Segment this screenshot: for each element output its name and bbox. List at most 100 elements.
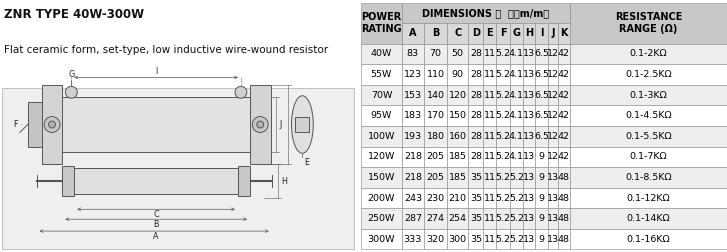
Text: H: H <box>281 176 287 185</box>
Text: 120: 120 <box>449 91 467 100</box>
Bar <box>401 208 425 229</box>
Bar <box>535 105 548 126</box>
Bar <box>558 229 570 249</box>
Bar <box>570 126 727 147</box>
Text: 9: 9 <box>539 235 545 244</box>
Text: ZNR TYPE 40W-300W: ZNR TYPE 40W-300W <box>4 8 144 21</box>
Bar <box>548 208 558 229</box>
Bar <box>425 85 447 105</box>
Text: 70: 70 <box>430 49 441 58</box>
Bar <box>523 147 535 167</box>
Text: G: G <box>513 28 521 38</box>
Text: 170: 170 <box>427 111 444 120</box>
Text: 254: 254 <box>449 214 467 223</box>
Text: 42: 42 <box>558 91 570 100</box>
Text: 35: 35 <box>470 194 482 203</box>
Bar <box>510 208 523 229</box>
Bar <box>468 85 483 105</box>
Text: J: J <box>280 120 282 129</box>
Text: 110: 110 <box>427 70 444 79</box>
Text: 5.2: 5.2 <box>496 132 510 141</box>
Bar <box>401 126 425 147</box>
Bar <box>401 64 425 85</box>
Bar <box>468 188 483 208</box>
Text: 0.1-4.5KΩ: 0.1-4.5KΩ <box>625 111 672 120</box>
Text: 0.1-7KΩ: 0.1-7KΩ <box>630 152 667 161</box>
Bar <box>558 126 570 147</box>
Bar <box>510 23 523 44</box>
Bar <box>425 23 447 44</box>
Text: 6.5: 6.5 <box>534 91 550 100</box>
Text: C: C <box>454 28 462 38</box>
Text: E: E <box>305 158 310 167</box>
Bar <box>401 85 425 105</box>
Text: 210: 210 <box>449 194 467 203</box>
Bar <box>425 188 447 208</box>
Bar <box>548 64 558 85</box>
Bar <box>570 64 727 85</box>
Text: 13: 13 <box>523 111 535 120</box>
Text: 120W: 120W <box>368 152 395 161</box>
Text: DIMENSIONS 寸  法（m/m）: DIMENSIONS 寸 法（m/m） <box>422 8 549 18</box>
Text: 13: 13 <box>523 70 535 79</box>
Bar <box>510 229 523 249</box>
Bar <box>548 23 558 44</box>
Text: 153: 153 <box>403 91 422 100</box>
Text: 13: 13 <box>547 194 559 203</box>
Bar <box>570 85 727 105</box>
Bar <box>548 126 558 147</box>
Text: D: D <box>472 28 480 38</box>
Bar <box>447 44 468 64</box>
Text: 218: 218 <box>404 152 422 161</box>
Circle shape <box>235 86 247 98</box>
Bar <box>361 126 401 147</box>
Text: 185: 185 <box>449 152 467 161</box>
Bar <box>468 147 483 167</box>
Text: 185: 185 <box>449 173 467 182</box>
Text: 300: 300 <box>449 235 467 244</box>
Bar <box>548 229 558 249</box>
Bar <box>447 188 468 208</box>
Text: 83: 83 <box>407 49 419 58</box>
Bar <box>558 105 570 126</box>
Text: 6.5: 6.5 <box>534 70 550 79</box>
Bar <box>483 188 496 208</box>
Text: 5.2: 5.2 <box>509 235 524 244</box>
Bar <box>496 64 510 85</box>
Text: 13: 13 <box>523 173 535 182</box>
Text: 9: 9 <box>539 173 545 182</box>
Text: B: B <box>432 28 439 38</box>
Text: 12: 12 <box>547 132 559 141</box>
Bar <box>425 44 447 64</box>
Bar <box>425 229 447 249</box>
Text: 4.1: 4.1 <box>509 70 524 79</box>
Text: Flat ceramic form, set-type, low inductive wire-wound resistor: Flat ceramic form, set-type, low inducti… <box>4 45 328 55</box>
Text: 5.2: 5.2 <box>496 49 510 58</box>
Text: 12: 12 <box>547 49 559 58</box>
Bar <box>548 85 558 105</box>
Text: 123: 123 <box>403 70 422 79</box>
Text: 11: 11 <box>483 111 496 120</box>
Bar <box>361 105 401 126</box>
Text: 320: 320 <box>427 235 445 244</box>
Text: 6.5: 6.5 <box>534 111 550 120</box>
Bar <box>468 44 483 64</box>
Text: 6.5: 6.5 <box>534 49 550 58</box>
Bar <box>401 167 425 188</box>
Bar <box>523 126 535 147</box>
Bar <box>447 147 468 167</box>
Bar <box>483 64 496 85</box>
Text: 5.2: 5.2 <box>509 173 524 182</box>
Text: J: J <box>551 28 555 38</box>
Bar <box>558 23 570 44</box>
Bar <box>401 147 425 167</box>
Bar <box>535 44 548 64</box>
Bar <box>535 23 548 44</box>
Bar <box>510 188 523 208</box>
Text: G: G <box>68 70 74 79</box>
Text: 12: 12 <box>547 70 559 79</box>
Text: 11: 11 <box>483 173 496 182</box>
Text: 5.2: 5.2 <box>496 173 510 182</box>
Text: 300W: 300W <box>368 235 395 244</box>
Text: 230: 230 <box>427 194 445 203</box>
